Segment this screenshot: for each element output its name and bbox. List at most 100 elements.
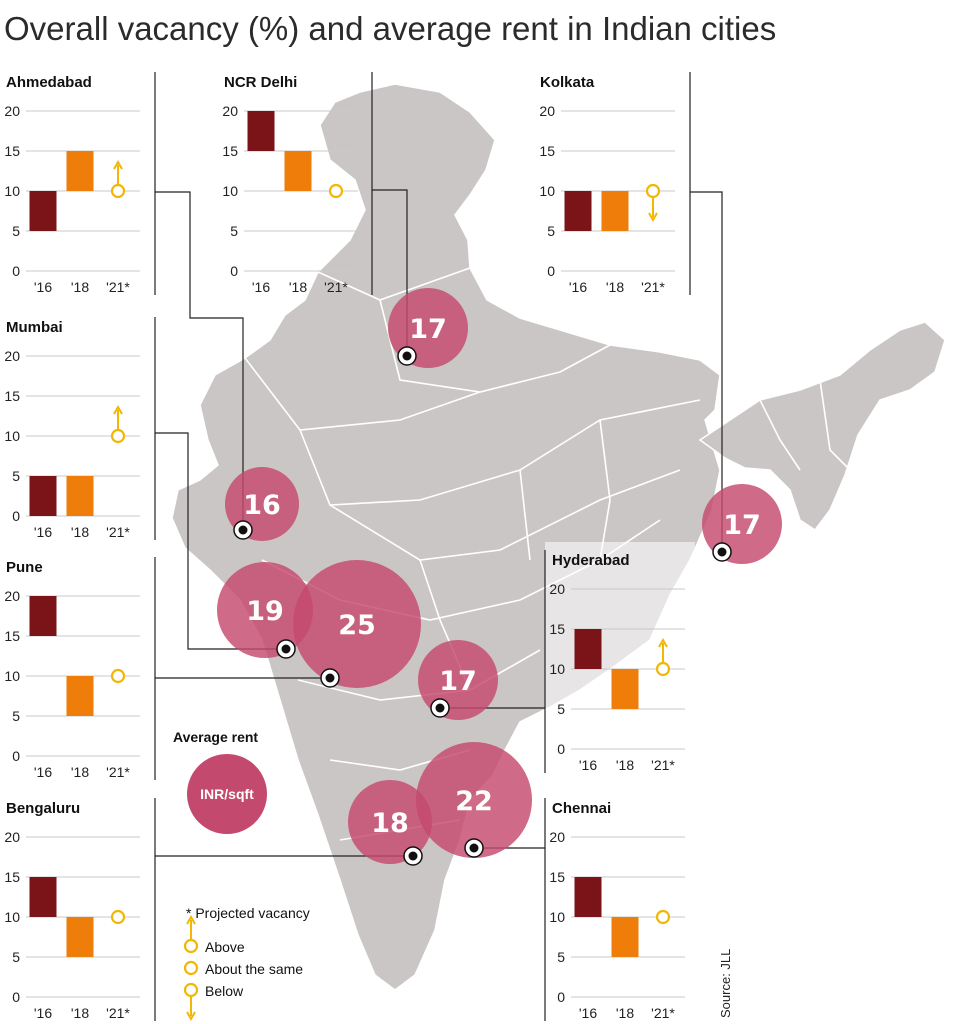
x-tick-label: '21* — [106, 279, 130, 295]
y-tick-label: 10 — [4, 428, 20, 444]
x-tick-label: '21* — [641, 279, 665, 295]
projection-marker-above — [110, 404, 126, 444]
y-tick-label: 5 — [557, 949, 565, 965]
y-tick-label: 10 — [549, 909, 565, 925]
y-tick-label: 15 — [4, 143, 20, 159]
y-tick-label: 0 — [12, 748, 20, 764]
y-tick-label: 10 — [4, 183, 20, 199]
y-tick-label: 0 — [12, 508, 20, 524]
x-tick-label: '16 — [34, 279, 52, 295]
rent-bubble-hyderabad: 17 — [418, 640, 498, 720]
bar-18 — [284, 151, 312, 191]
y-tick-label: 0 — [557, 741, 565, 757]
y-tick-label: 15 — [549, 621, 565, 637]
y-tick-label: 20 — [539, 103, 555, 119]
rent-value: 17 — [409, 314, 447, 345]
panel-kolkata: Kolkata 0 5 10 15 20 '16 '18 '21* — [539, 72, 691, 295]
arrow-down-circle-icon — [183, 982, 199, 1022]
rent-legend: Average rent INR/sqft — [173, 729, 267, 834]
projection-legend-same: About the same — [205, 961, 303, 977]
bar-18 — [66, 917, 94, 957]
y-tick-label: 15 — [222, 143, 238, 159]
bar-16 — [564, 191, 592, 231]
city-name: NCR Delhi — [224, 74, 297, 91]
bar-18 — [66, 676, 94, 716]
y-tick-label: 5 — [12, 708, 20, 724]
bubble — [416, 742, 532, 858]
x-tick-label: '18 — [71, 764, 89, 780]
arrow-up-circle-icon — [183, 914, 199, 954]
projection-marker-same — [110, 909, 126, 925]
city-pin-dot — [325, 673, 335, 683]
x-tick-label: '16 — [579, 757, 597, 773]
city-name: Bengaluru — [6, 800, 80, 817]
x-tick-label: '16 — [34, 524, 52, 540]
city-pin-dot — [402, 351, 412, 361]
x-tick-label: '21* — [106, 1005, 130, 1021]
source-note: Source: JLL — [718, 949, 733, 1018]
y-tick-label: 10 — [539, 183, 555, 199]
bar-16 — [29, 877, 57, 917]
projection-legend-above: Above — [205, 939, 245, 955]
city-name: Chennai — [552, 800, 611, 817]
circle-icon — [183, 960, 199, 976]
projection-marker-same — [328, 183, 344, 199]
y-tick-label: 5 — [230, 223, 238, 239]
x-tick-label: '18 — [289, 279, 307, 295]
x-tick-label: '18 — [71, 524, 89, 540]
india-map — [171, 83, 946, 991]
rent-bubble-kolkata: 17 — [702, 484, 782, 564]
city-pin-dot — [281, 644, 291, 654]
panel-ncr-delhi: NCR Delhi 0 5 10 15 20 '16 '18 '21* — [222, 72, 373, 295]
india-mainland — [171, 83, 721, 991]
city-pin-dot — [408, 851, 418, 861]
x-tick-label: '21* — [651, 1005, 675, 1021]
y-tick-label: 0 — [557, 989, 565, 1005]
bar-18 — [611, 669, 639, 709]
y-tick-label: 20 — [549, 581, 565, 597]
y-tick-label: 0 — [12, 263, 20, 279]
x-tick-label: '21* — [324, 279, 348, 295]
rent-legend-bubble — [187, 754, 267, 834]
y-tick-label: 10 — [222, 183, 238, 199]
city-name: Ahmedabad — [6, 74, 92, 91]
rent-value: 25 — [338, 610, 376, 641]
rent-bubbles: 16 17 17 19 25 17 18 22 — [217, 288, 782, 866]
bar-18 — [66, 476, 94, 516]
rent-value: 18 — [371, 808, 409, 839]
city-name: Hyderabad — [552, 552, 630, 569]
y-tick-label: 5 — [12, 223, 20, 239]
projection-marker-above — [110, 159, 126, 199]
x-tick-label: '21* — [651, 757, 675, 773]
x-tick-label: '18 — [71, 279, 89, 295]
y-tick-label: 20 — [4, 348, 20, 364]
y-tick-label: 10 — [4, 909, 20, 925]
rent-legend-unit: INR/sqft — [200, 786, 254, 802]
panel-bengaluru: Bengaluru 0 5 10 15 20 '16 '18 '21* — [4, 798, 156, 1021]
rent-bubble-mumbai: 19 — [217, 562, 313, 659]
y-tick-label: 20 — [4, 829, 20, 845]
y-tick-label: 5 — [557, 701, 565, 717]
page-title: Overall vacancy (%) and average rent in … — [4, 10, 776, 47]
y-tick-label: 20 — [222, 103, 238, 119]
city-name: Kolkata — [540, 74, 595, 91]
y-tick-label: 15 — [539, 143, 555, 159]
bar-16 — [29, 476, 57, 516]
x-tick-label: '18 — [616, 757, 634, 773]
bar-16 — [574, 629, 602, 669]
x-tick-label: '16 — [579, 1005, 597, 1021]
projection-legend-below: Below — [205, 983, 244, 999]
x-tick-label: '18 — [616, 1005, 634, 1021]
panel-backdrop — [545, 542, 695, 778]
city-name: Mumbai — [6, 319, 63, 336]
bar-16 — [574, 877, 602, 917]
rent-bubble-chennai: 22 — [416, 742, 532, 858]
city-pin-dot — [238, 525, 248, 535]
rent-value: 17 — [439, 666, 477, 697]
x-tick-label: '16 — [569, 279, 587, 295]
panel-chennai: Chennai 0 5 10 15 20 '16 '18 '21* — [544, 798, 685, 1021]
x-tick-label: '16 — [252, 279, 270, 295]
bar-18 — [66, 151, 94, 191]
rent-bubble-pune: 25 — [293, 560, 421, 688]
y-tick-label: 15 — [4, 628, 20, 644]
